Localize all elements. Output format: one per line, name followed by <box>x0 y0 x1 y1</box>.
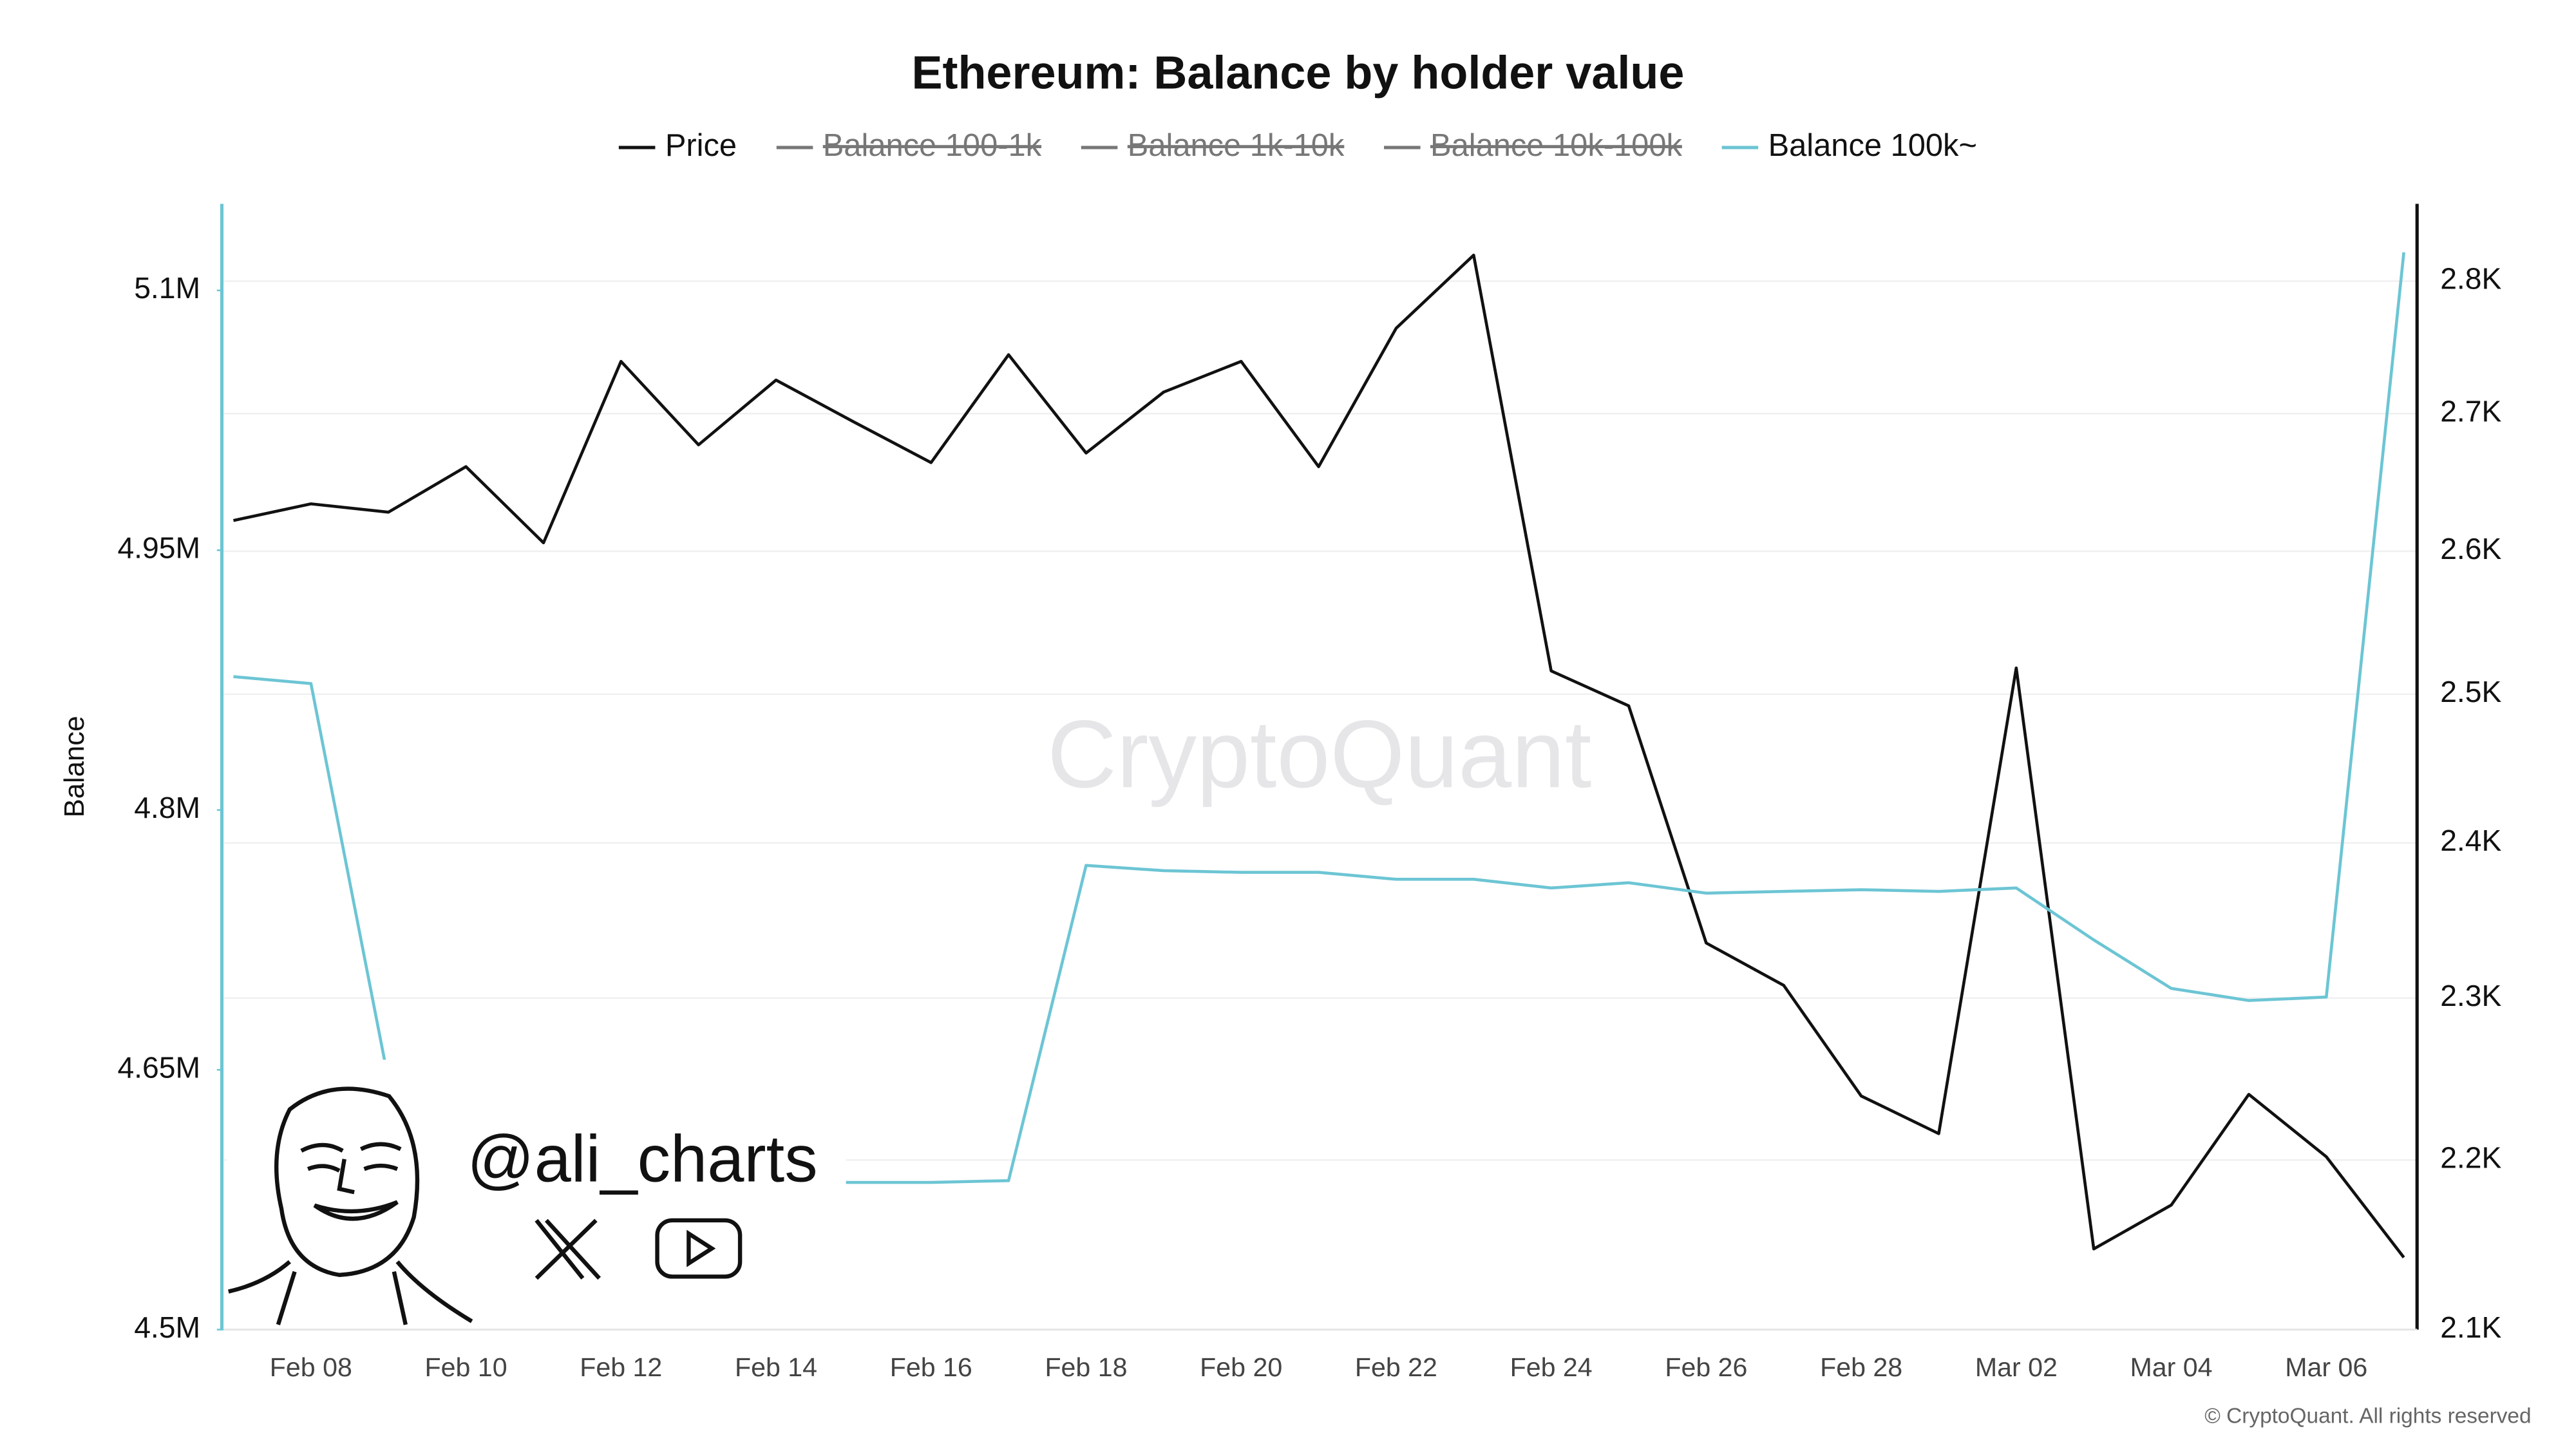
handle: @ali_charts <box>467 1122 817 1196</box>
face-icon <box>228 1086 473 1325</box>
y2-tick-label: 2.3K <box>2440 979 2501 1012</box>
x-tick-label: Feb 24 <box>1510 1352 1593 1382</box>
y2-tick-label: 2.4K <box>2440 824 2501 857</box>
legend-label: Balance 1k-10k <box>1128 128 1345 163</box>
x-tick-label: Feb 26 <box>1665 1352 1747 1382</box>
y-tick-label: 5.1M <box>134 271 200 305</box>
x-tick-label: Feb 18 <box>1045 1352 1127 1382</box>
x-tick-label: Feb 28 <box>1820 1352 1902 1382</box>
plot: 2.1K 2.2K 2.3K 2.4K 2.5K 2.6K 2.7K 2.8K 4.5M 4.65… <box>117 204 2502 1382</box>
social-icons <box>535 1218 743 1280</box>
credit: © CryptoQuant. All rights reserved <box>2204 1405 2531 1428</box>
y2-tick-label: 2.5K <box>2440 675 2501 708</box>
legend-label: Balance 10k-100k <box>1430 128 1682 163</box>
series-line <box>232 253 2405 1258</box>
legend-item[interactable]: Balance 10k-100k <box>1384 128 1682 163</box>
author-overlay: @ali_charts <box>227 1059 846 1325</box>
y-axis-label: Balance <box>59 716 90 818</box>
x-tick-label: Feb 08 <box>270 1352 352 1382</box>
x-tick-label: Feb 14 <box>735 1352 817 1382</box>
legend-label: Price <box>665 128 737 163</box>
legend: Price Balance 100-1k Balance 1k-10k Balance… <box>618 128 1977 163</box>
legend-item[interactable]: Price <box>618 128 737 163</box>
y2-tick-label: 2.7K <box>2440 395 2501 428</box>
x-tick-label: Mar 06 <box>2285 1352 2367 1382</box>
x-tick-label: Feb 16 <box>890 1352 972 1382</box>
chart-title: Ethereum: Balance by holder value <box>911 48 1684 99</box>
y2-tick-label: 2.8K <box>2440 262 2501 296</box>
x-tick-label: Mar 02 <box>1975 1352 2058 1382</box>
y-tick-label: 4.5M <box>134 1311 200 1344</box>
x-tick-label: Feb 12 <box>580 1352 662 1382</box>
watermark: CryptoQuant <box>1047 700 1591 808</box>
legend-item[interactable]: Balance 100k~ <box>1721 128 1977 163</box>
legend-item[interactable]: Balance 1k-10k <box>1081 128 1345 163</box>
y2-tick-label: 2.6K <box>2440 532 2501 565</box>
y2-tick-label: 2.1K <box>2440 1311 2501 1344</box>
x-tick-label: Mar 04 <box>2130 1352 2213 1382</box>
y-tick-label: 4.95M <box>117 531 200 565</box>
x-tick-label: Feb 22 <box>1355 1352 1437 1382</box>
legend-label: Balance 100k~ <box>1768 128 1977 163</box>
x-tick-label: Feb 10 <box>425 1352 507 1382</box>
legend-label: Balance 100-1k <box>823 128 1042 163</box>
y2-tick-label: 2.2K <box>2440 1141 2501 1175</box>
y-tick-label: 4.8M <box>134 791 200 824</box>
x-tick-label: Feb 20 <box>1200 1352 1282 1382</box>
legend-item[interactable]: Balance 100-1k <box>776 128 1042 163</box>
y-tick-label: 4.65M <box>117 1050 200 1084</box>
